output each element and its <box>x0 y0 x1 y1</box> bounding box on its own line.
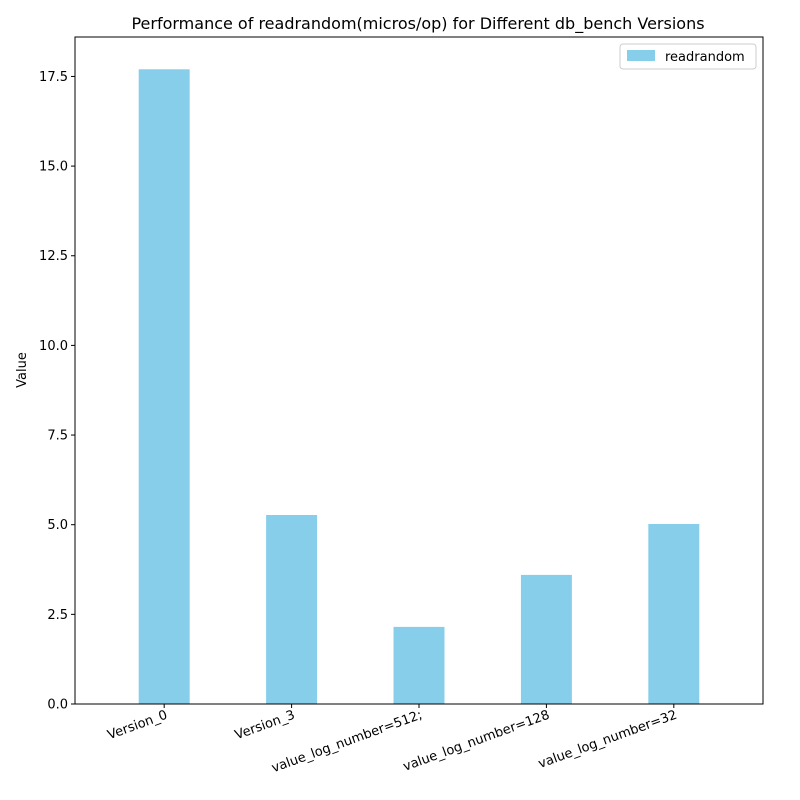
bars-group <box>138 69 700 705</box>
x-tick-label: Version_0 <box>106 708 170 743</box>
y-tick-label: 12.5 <box>39 249 68 264</box>
x-tick-label: Version_3 <box>233 708 297 743</box>
y-tick-label: 0.0 <box>47 698 68 713</box>
x-tick-label: value_log_number=32 <box>536 708 679 772</box>
bar-2 <box>393 626 445 704</box>
bar-1 <box>266 515 318 704</box>
y-tick-label: 5.0 <box>47 518 68 533</box>
plot-frame <box>74 36 764 705</box>
y-tick-label: 2.5 <box>47 608 68 623</box>
y-tick-label: 17.5 <box>39 70 68 85</box>
bar-4 <box>648 523 700 704</box>
y-axis-label: Value <box>15 352 30 388</box>
y-tick-label: 7.5 <box>47 429 68 444</box>
x-axis-ticks: Version_0 Version_3value_log_number=512;v… <box>106 704 679 776</box>
bar-3 <box>520 574 572 704</box>
legend-swatch <box>627 50 655 61</box>
legend-label: readrandom <box>665 50 745 65</box>
bar-0 <box>138 69 190 705</box>
x-tick-label: value_log_number=128 <box>401 708 552 775</box>
chart-title: Performance of readrandom(micros/op) for… <box>131 14 704 34</box>
y-axis-ticks: 0.0 2.5 5.0 7.5 10.0 12.5 15.0 17.5 <box>39 70 75 713</box>
y-tick-label: 10.0 <box>39 339 68 354</box>
legend: readrandom <box>619 43 757 70</box>
y-tick-label: 15.0 <box>39 160 68 175</box>
